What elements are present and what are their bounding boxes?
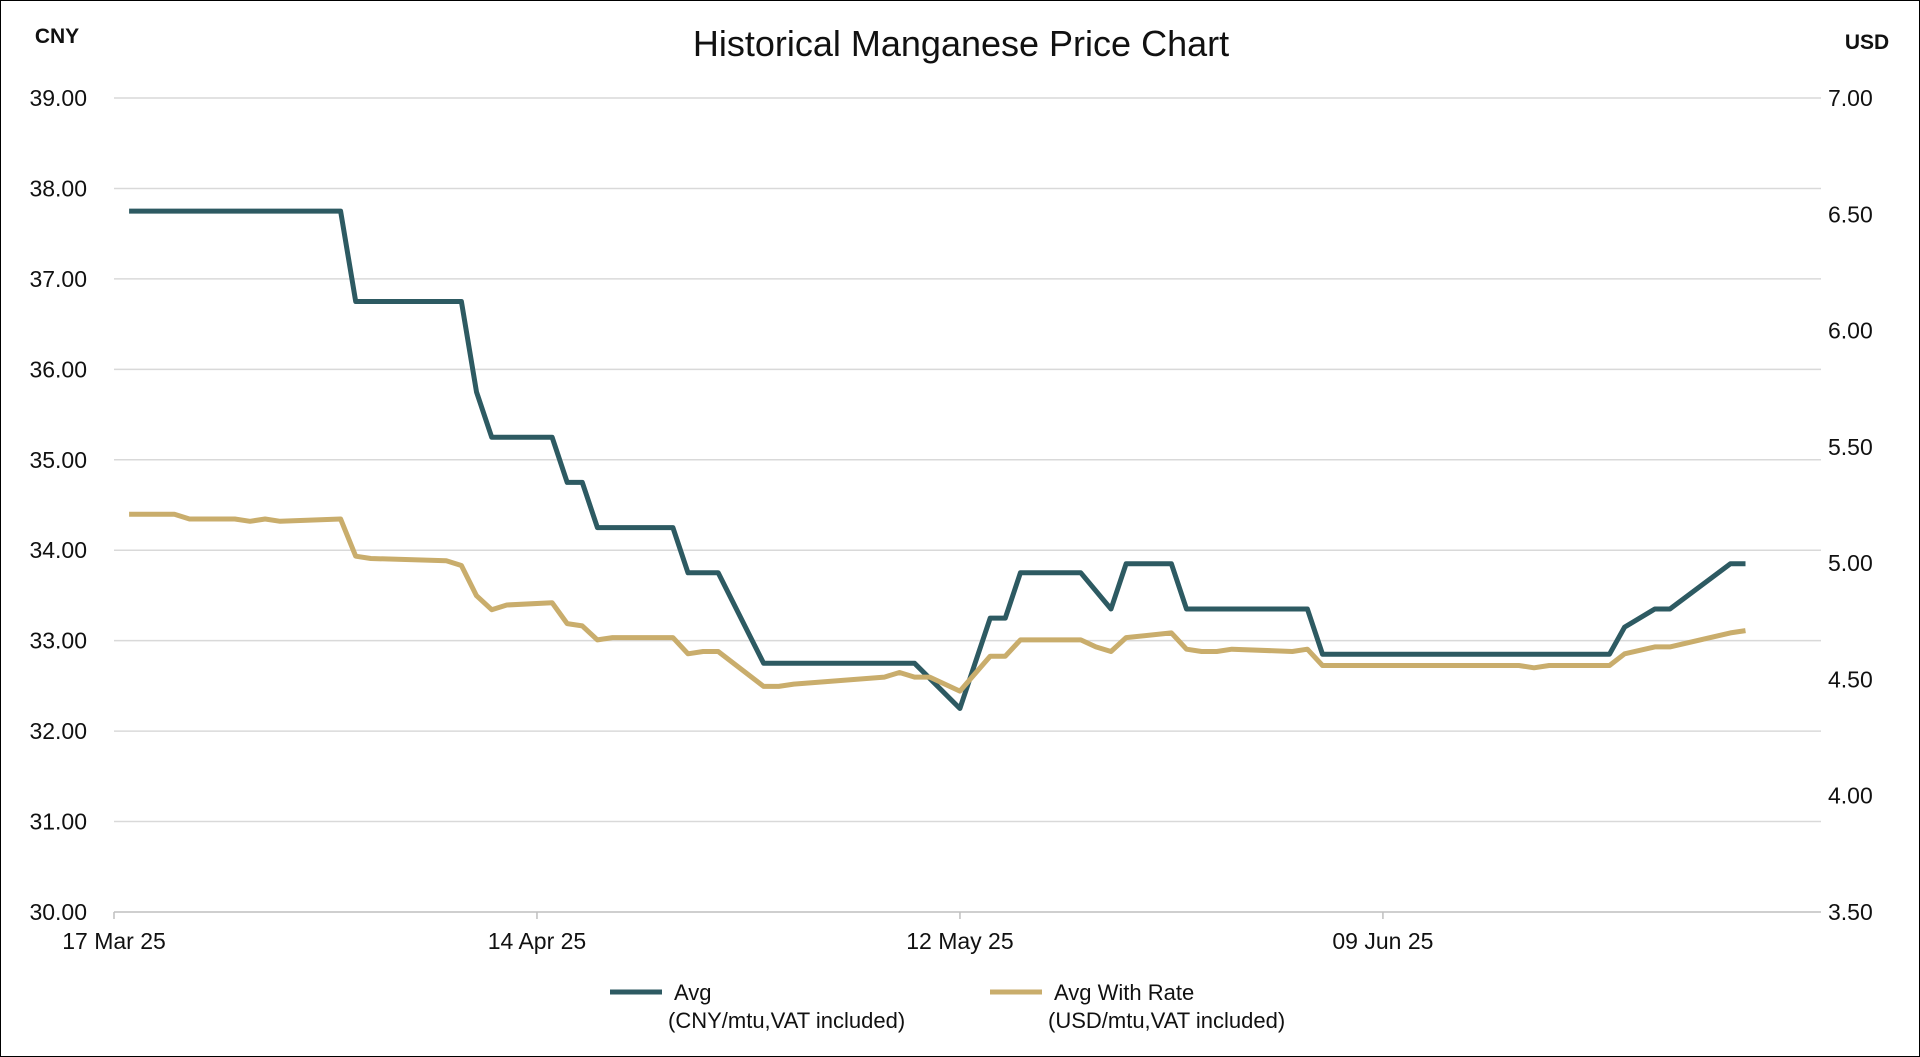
legend-sublabel-avg-with-rate: (USD/mtu,VAT included) — [1048, 1008, 1285, 1033]
left-tick-label: 30.00 — [29, 899, 87, 925]
series-layer — [129, 208, 1746, 711]
legend-item-avg-with-rate: Avg With Rate (USD/mtu,VAT included) — [990, 980, 1285, 1033]
right-tick-label: 4.00 — [1828, 783, 1873, 809]
right-axis: 7.00 6.50 6.00 5.50 5.00 4.50 4.00 3.50 — [1828, 85, 1873, 925]
left-tick-label: 33.00 — [29, 628, 87, 654]
left-tick-label: 38.00 — [29, 175, 87, 201]
right-tick-label: 7.00 — [1828, 85, 1873, 111]
left-axis-unit: CNY — [35, 25, 79, 48]
x-axis: 17 Mar 25 14 Apr 25 12 May 25 09 Jun 25 — [62, 912, 1433, 954]
left-tick-label: 34.00 — [29, 537, 87, 563]
left-tick-label: 39.00 — [29, 85, 87, 111]
x-tick-label: 17 Mar 25 — [62, 928, 166, 954]
right-tick-label: 6.50 — [1828, 201, 1873, 227]
grid-lines — [114, 97, 1821, 913]
legend-label-avg: Avg — [674, 980, 712, 1005]
right-tick-label: 5.00 — [1828, 550, 1873, 576]
series-line-avg — [129, 208, 1746, 711]
series-line-avg-with-rate — [129, 511, 1746, 694]
x-tick-label: 14 Apr 25 — [488, 928, 586, 954]
x-tick-label: 09 Jun 25 — [1332, 928, 1433, 954]
left-tick-label: 35.00 — [29, 447, 87, 473]
legend-label-avg-with-rate: Avg With Rate — [1054, 980, 1194, 1005]
left-axis: 39.00 38.00 37.00 36.00 35.00 34.00 33.00 32.00… — [29, 85, 87, 925]
right-tick-label: 6.00 — [1828, 318, 1873, 344]
legend-sublabel-avg: (CNY/mtu,VAT included) — [668, 1008, 905, 1033]
left-tick-label: 32.00 — [29, 718, 87, 744]
right-axis-unit: USD — [1845, 31, 1889, 54]
legend: Avg (CNY/mtu,VAT included) Avg With Rate… — [610, 980, 1285, 1033]
left-tick-label: 37.00 — [29, 266, 87, 292]
right-tick-label: 3.50 — [1828, 899, 1873, 925]
legend-item-avg: Avg (CNY/mtu,VAT included) — [610, 980, 905, 1033]
left-tick-label: 31.00 — [29, 809, 87, 835]
x-tick-label: 12 May 25 — [906, 928, 1013, 954]
right-tick-label: 4.50 — [1828, 666, 1873, 692]
chart-title: Historical Manganese Price Chart — [693, 23, 1229, 64]
left-tick-label: 36.00 — [29, 356, 87, 382]
right-tick-label: 5.50 — [1828, 434, 1873, 460]
